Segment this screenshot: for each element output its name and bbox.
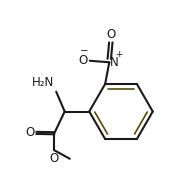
Text: O: O bbox=[26, 126, 35, 139]
Text: O: O bbox=[78, 54, 87, 67]
Text: H₂N: H₂N bbox=[32, 76, 54, 89]
Text: +: + bbox=[115, 50, 122, 59]
Text: N: N bbox=[110, 56, 119, 69]
Text: −: − bbox=[80, 46, 89, 56]
Text: O: O bbox=[106, 28, 115, 41]
Text: O: O bbox=[50, 152, 59, 165]
